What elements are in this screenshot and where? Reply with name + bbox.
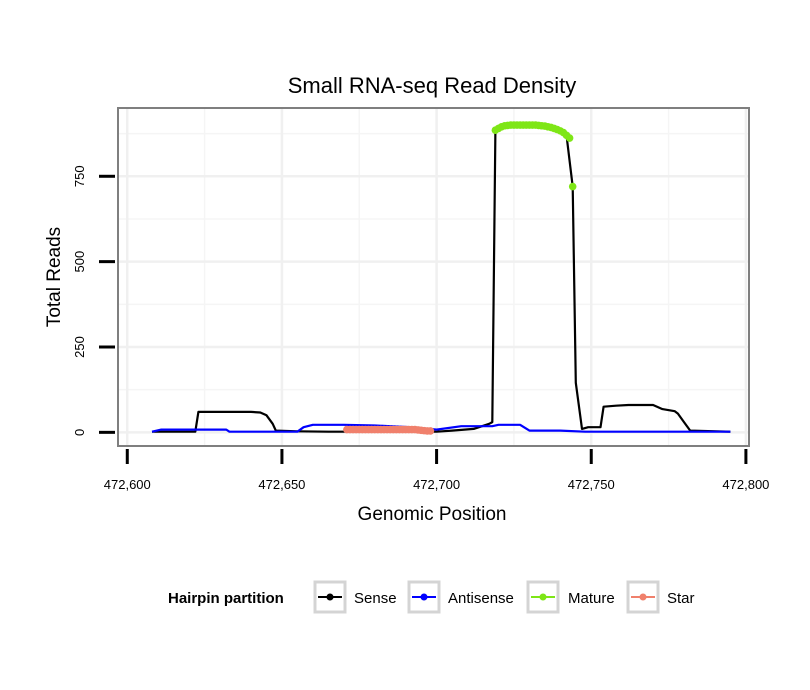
y-tick-label-2: 500 bbox=[72, 251, 87, 273]
legend-item-sense: Sense bbox=[313, 580, 397, 614]
x-tick-0: 472,600 bbox=[104, 449, 151, 492]
legend-item-antisense: Antisense bbox=[407, 580, 514, 614]
legend-item-star: Star bbox=[626, 580, 695, 614]
data-point-mature bbox=[565, 134, 574, 142]
legend-key-dot bbox=[539, 593, 547, 601]
x-tick-label-1: 472,650 bbox=[258, 477, 305, 492]
y-axis-title: Total Reads bbox=[44, 227, 65, 327]
x-tick-3: 472,750 bbox=[568, 449, 615, 492]
legend-key-dot bbox=[420, 593, 428, 601]
x-tick-label-0: 472,600 bbox=[104, 477, 151, 492]
chart-title: Small RNA-seq Read Density bbox=[288, 73, 577, 98]
legend-label-star: Star bbox=[667, 590, 695, 607]
x-tick-4: 472,800 bbox=[722, 449, 769, 492]
series-mature-points bbox=[491, 121, 577, 191]
data-point-mature bbox=[568, 182, 577, 191]
legend: Hairpin partition Sense Antisense Mature… bbox=[168, 580, 695, 614]
legend-item-mature: Mature bbox=[526, 580, 615, 614]
series-layer bbox=[151, 121, 731, 435]
y-tick-label-3: 750 bbox=[72, 165, 87, 187]
y-tick-3: 750 bbox=[72, 165, 115, 187]
x-tick-label-2: 472,700 bbox=[413, 477, 460, 492]
y-tick-label-1: 250 bbox=[72, 336, 87, 358]
legend-title: Hairpin partition bbox=[168, 590, 284, 607]
legend-key-dot bbox=[326, 593, 334, 601]
legend-label-mature: Mature bbox=[568, 590, 615, 607]
x-axis: 472,600 472,650 472,700 472,750 472,800 bbox=[104, 449, 769, 492]
x-tick-1: 472,650 bbox=[258, 449, 305, 492]
legend-label-sense: Sense bbox=[354, 590, 397, 607]
x-axis-title: Genomic Position bbox=[358, 504, 507, 525]
y-tick-0: 0 bbox=[72, 429, 115, 436]
plot-panel bbox=[118, 108, 749, 446]
plot-border bbox=[117, 107, 750, 447]
series-star-points bbox=[343, 425, 435, 435]
x-tick-label-3: 472,750 bbox=[568, 477, 615, 492]
x-tick-2: 472,700 bbox=[413, 449, 460, 492]
legend-label-antisense: Antisense bbox=[448, 590, 514, 607]
y-tick-1: 250 bbox=[72, 336, 115, 358]
legend-key-dot bbox=[639, 593, 647, 601]
y-tick-2: 500 bbox=[72, 251, 115, 273]
data-point-star bbox=[426, 427, 435, 435]
x-tick-label-4: 472,800 bbox=[722, 477, 769, 492]
y-tick-label-0: 0 bbox=[72, 429, 87, 436]
y-axis: 0 250 500 750 bbox=[72, 165, 115, 436]
